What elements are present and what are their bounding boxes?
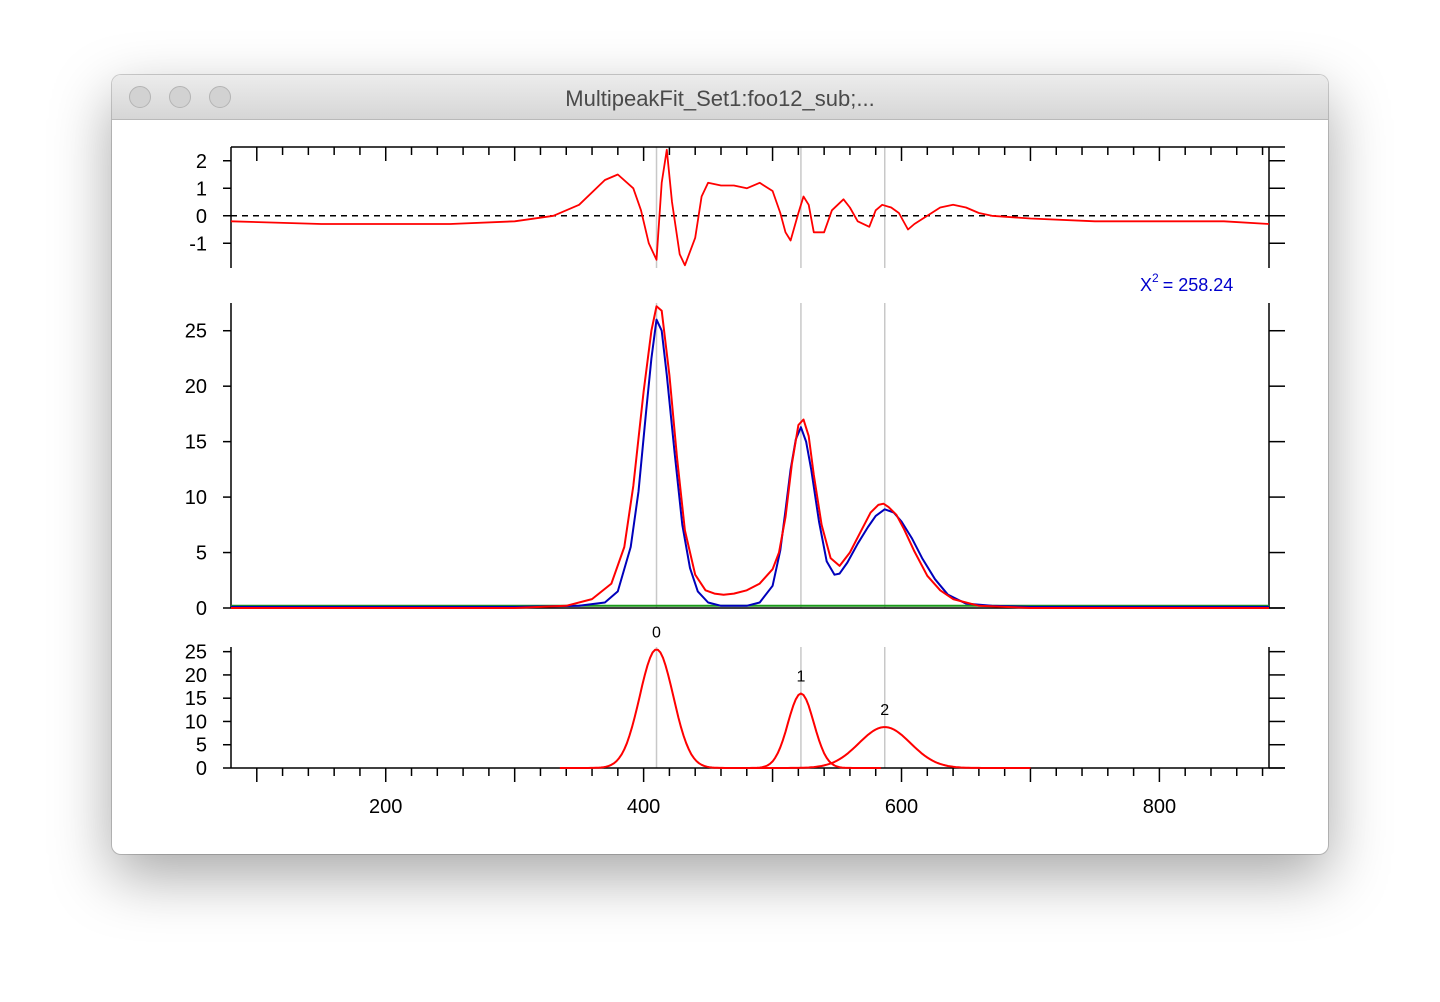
title-bar[interactable]: MultipeakFit_Set1:foo12_sub;...: [112, 75, 1328, 120]
peaks-ytick-label: 5: [196, 735, 207, 757]
peaks-ytick-label: 20: [185, 665, 207, 687]
zoom-button[interactable]: [209, 86, 231, 108]
peaks-ytick-label: 25: [185, 642, 207, 664]
fit-ytick-label: 15: [185, 432, 207, 454]
window-title: MultipeakFit_Set1:foo12_sub;...: [565, 86, 875, 111]
residual-panel: -1 0 1 2: [189, 146, 1285, 268]
peak-2-label: 2: [880, 702, 889, 719]
fit-line: [231, 318, 1269, 608]
fit-ytick-label: 0: [196, 598, 207, 620]
peaks-bottom-xtick-label: 600: [885, 796, 918, 818]
chi-symbol: X: [1140, 275, 1152, 295]
peak-2-curve: [746, 726, 1031, 769]
chi-value: = 258.24: [1163, 275, 1234, 295]
peaks-ytick-label: 0: [196, 758, 207, 780]
close-button[interactable]: [129, 86, 151, 108]
peak-0-label: 0: [652, 624, 661, 641]
chi-square-label: X2 = 258.24: [1140, 271, 1233, 295]
fit-ytick-label: 10: [185, 487, 207, 509]
peaks-ytick-label: 10: [185, 711, 207, 733]
peaks-bottom-xtick-label: 400: [627, 796, 660, 818]
residual-ytick-label: 2: [196, 151, 207, 173]
peaks-bottom-xtick-label: 800: [1143, 796, 1176, 818]
residual-ytick-label: 1: [196, 178, 207, 200]
data-line: [231, 305, 1269, 609]
residual-line: [230, 148, 1270, 267]
residual-ytick-label: 0: [196, 206, 207, 228]
peak-1-label: 1: [796, 669, 805, 686]
fit-ytick-label: 25: [185, 321, 207, 343]
fit-ytick-label: 20: [185, 376, 207, 398]
chi-exponent: 2: [1152, 271, 1159, 285]
peaks-ytick-label: 15: [185, 688, 207, 710]
peaks-bottom-xtick-label: 200: [369, 796, 402, 818]
fit-panel: 0 5 10 15 20 25: [185, 303, 1285, 620]
residual-ytick-label: -1: [189, 233, 207, 255]
fit-ytick-label: 5: [196, 543, 207, 565]
minimize-button[interactable]: [169, 86, 191, 108]
